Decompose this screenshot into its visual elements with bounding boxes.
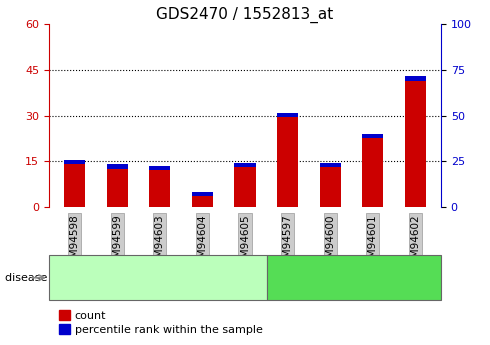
- Bar: [192, 192, 213, 196]
- Bar: [319, 163, 341, 207]
- Bar: [64, 160, 85, 207]
- Bar: [362, 134, 384, 207]
- Bar: [277, 112, 298, 117]
- Bar: [277, 112, 298, 207]
- Bar: [192, 192, 213, 207]
- Bar: [149, 166, 171, 207]
- Bar: [64, 160, 85, 164]
- Bar: [405, 76, 426, 207]
- Text: disease state: disease state: [5, 273, 79, 283]
- Bar: [149, 166, 171, 170]
- Bar: [106, 164, 128, 207]
- Text: normal: normal: [136, 271, 180, 284]
- Legend: count, percentile rank within the sample: count, percentile rank within the sample: [54, 306, 267, 339]
- Bar: [362, 134, 384, 138]
- Title: GDS2470 / 1552813_at: GDS2470 / 1552813_at: [156, 7, 334, 23]
- Bar: [234, 163, 256, 207]
- Bar: [234, 163, 256, 167]
- Text: neural tube defect: neural tube defect: [296, 271, 412, 284]
- Bar: [106, 164, 128, 169]
- Bar: [405, 76, 426, 80]
- Bar: [319, 163, 341, 167]
